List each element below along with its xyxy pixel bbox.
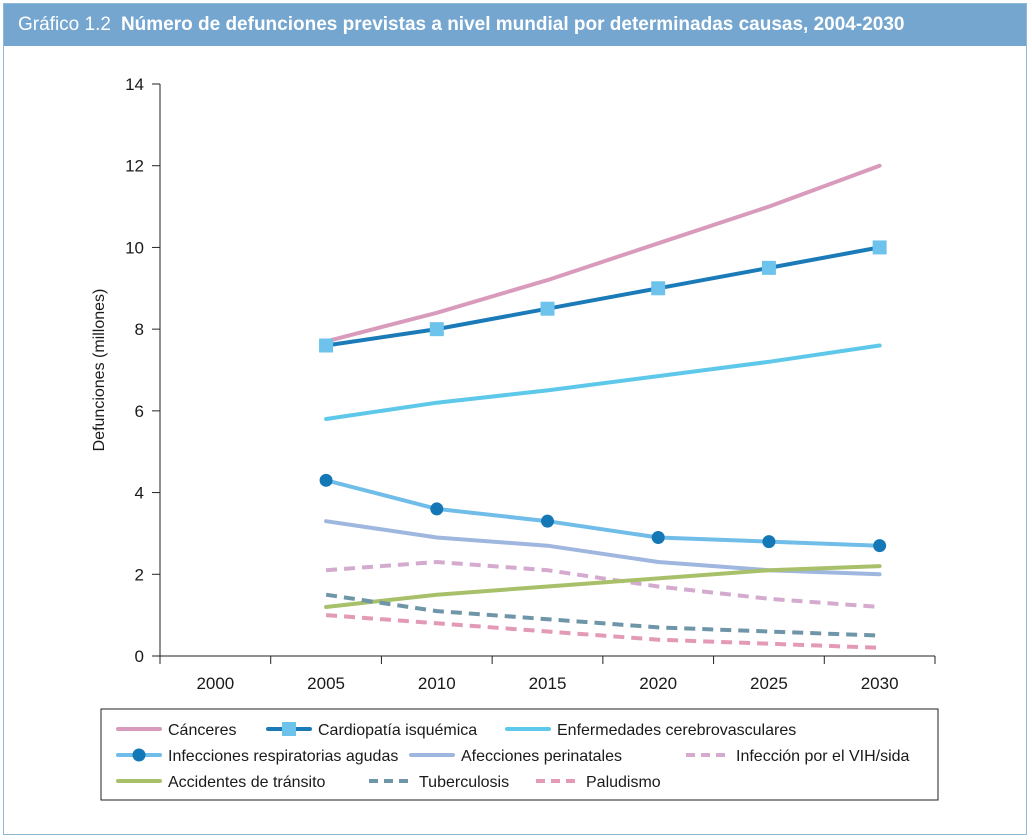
data-point-circle bbox=[873, 539, 887, 553]
x-tick-label: 2010 bbox=[418, 674, 456, 693]
series-1 bbox=[324, 163, 882, 344]
y-tick-label: 2 bbox=[135, 565, 144, 584]
x-tick-label: 2015 bbox=[529, 674, 567, 693]
legend-label: Accidentes de tránsito bbox=[168, 774, 326, 791]
data-point-circle bbox=[430, 502, 444, 516]
figure-frame: Gráfico 1.2 Número de defunciones previs… bbox=[3, 3, 1027, 835]
series-7 bbox=[324, 564, 882, 609]
series-line bbox=[324, 564, 882, 609]
data-point-square bbox=[761, 260, 776, 275]
x-tick-label: 2000 bbox=[196, 674, 234, 693]
chart-series bbox=[319, 163, 887, 650]
legend-label: Paludismo bbox=[586, 774, 661, 791]
series-line bbox=[324, 245, 882, 348]
data-point-circle bbox=[651, 531, 665, 545]
legend-item: Accidentes de tránsito bbox=[116, 774, 326, 791]
data-point-square bbox=[540, 301, 555, 316]
chart-axes: 0 2 4 6 8 10 12 14 2000 2005 2010 2015 2020 2025 2030 D… bbox=[91, 75, 936, 693]
legend-item: Cánceres bbox=[116, 722, 236, 739]
legend-label: Afecciones perinatales bbox=[461, 748, 622, 765]
data-point-square bbox=[651, 281, 666, 296]
data-point-square bbox=[429, 322, 444, 337]
legend-item: Tuberculosis bbox=[369, 774, 509, 791]
series-line bbox=[324, 163, 882, 344]
legend-marker-square bbox=[282, 722, 296, 736]
series-6 bbox=[325, 560, 880, 609]
legend-label: Infecciones respiratorias agudas bbox=[168, 748, 398, 765]
data-point-square bbox=[872, 240, 887, 255]
legend-item: Cardiopatía isquémica bbox=[266, 722, 477, 739]
data-point-circle bbox=[762, 535, 776, 549]
chart-legend: Cánceres Cardiopatía isquémica Enfermedade… bbox=[100, 708, 939, 801]
legend-item: Infecciones respiratorias agudas bbox=[116, 748, 398, 765]
y-axis-label: Defunciones (millones) bbox=[91, 289, 108, 452]
figure-title: Número de defunciones previstas a nivel … bbox=[120, 14, 905, 35]
x-tick-label: 2005 bbox=[307, 674, 345, 693]
series-8 bbox=[325, 592, 880, 638]
data-point-circle bbox=[541, 514, 554, 528]
y-tick-label: 6 bbox=[135, 402, 144, 421]
data-point-square bbox=[319, 338, 334, 353]
legend-label: Cardiopatía isquémica bbox=[318, 722, 477, 739]
legend-item: Afecciones perinatales bbox=[409, 748, 622, 765]
series-9 bbox=[325, 613, 880, 650]
series-3 bbox=[324, 343, 882, 421]
x-tick-label: 2020 bbox=[639, 674, 677, 693]
legend-label: Tuberculosis bbox=[419, 774, 509, 791]
series-line bbox=[325, 613, 880, 650]
y-tick-label: 8 bbox=[135, 320, 144, 339]
legend-label: Cánceres bbox=[168, 722, 236, 739]
figure-header: Gráfico 1.2 Número de defunciones previs… bbox=[4, 4, 1026, 46]
y-tick-label: 0 bbox=[135, 647, 144, 666]
x-tick-label: 2025 bbox=[750, 674, 788, 693]
series-line bbox=[325, 592, 880, 638]
y-tick-label: 12 bbox=[125, 157, 144, 176]
legend-label: Enfermedades cerebrovasculares bbox=[557, 722, 796, 739]
legend-marker-circle bbox=[132, 748, 146, 762]
legend-box bbox=[100, 708, 939, 801]
series-line bbox=[325, 560, 880, 609]
series-line bbox=[324, 478, 882, 548]
y-tick-label: 14 bbox=[125, 75, 144, 94]
legend-item: Infección por el VIH/sida bbox=[686, 748, 910, 765]
legend-item: Enfermedades cerebrovasculares bbox=[505, 722, 796, 739]
legend-item: Paludismo bbox=[536, 774, 661, 791]
figure-label: Gráfico 1.2 bbox=[18, 14, 111, 35]
series-2 bbox=[319, 240, 887, 353]
data-point-circle bbox=[319, 473, 333, 487]
series-line bbox=[324, 343, 882, 421]
y-tick-label: 4 bbox=[135, 484, 144, 503]
series-4 bbox=[319, 473, 887, 553]
x-tick-label: 2030 bbox=[861, 674, 899, 693]
legend-label: Infección por el VIH/sida bbox=[736, 748, 910, 765]
y-tick-label: 10 bbox=[125, 238, 144, 257]
